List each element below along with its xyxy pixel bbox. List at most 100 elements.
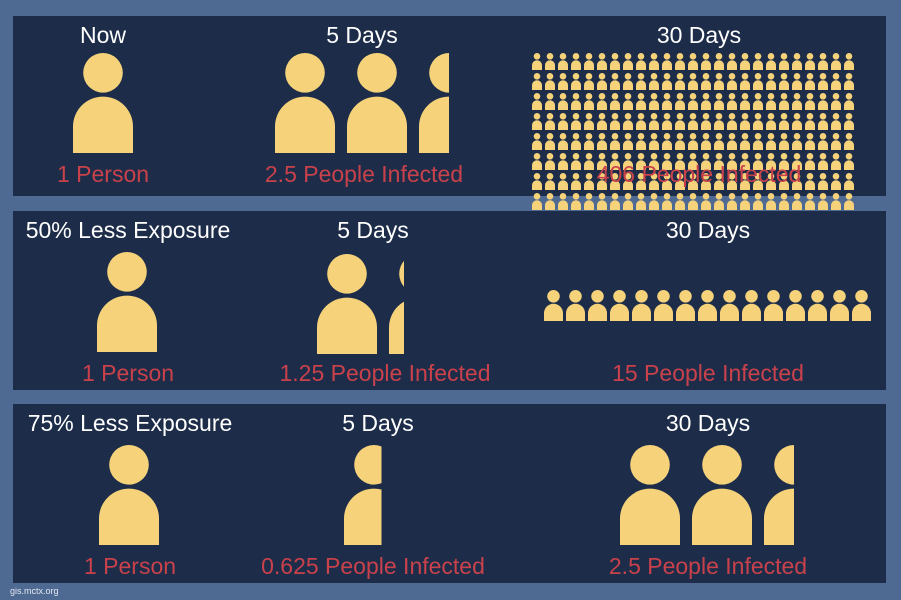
person-icon xyxy=(610,290,629,321)
person-icon xyxy=(831,113,841,130)
person-icon xyxy=(636,173,646,190)
person-icon xyxy=(597,93,607,110)
person-icon xyxy=(831,93,841,110)
person-icon xyxy=(764,290,783,321)
person-icon xyxy=(764,445,794,545)
person-icon xyxy=(844,193,854,210)
person-icon xyxy=(347,53,407,153)
person-icon xyxy=(532,173,542,190)
person-icon xyxy=(844,133,854,150)
person-icon xyxy=(532,133,542,150)
person-icon xyxy=(649,73,659,90)
person-icon xyxy=(831,73,841,90)
scenario-panel-baseline: Now 5 Days 30 Days 1 Person 2.5 People I… xyxy=(13,16,886,390)
person-icon xyxy=(727,93,737,110)
person-icon xyxy=(792,93,802,110)
person-icon xyxy=(532,73,542,90)
people-pictogram xyxy=(73,53,133,153)
person-icon xyxy=(597,53,607,70)
people-group-5-days xyxy=(275,53,479,153)
person-icon xyxy=(584,133,594,150)
person-icon xyxy=(753,93,763,110)
person-icon xyxy=(740,53,750,70)
people-group-now xyxy=(73,53,133,153)
person-icon xyxy=(727,133,737,150)
person-icon xyxy=(545,93,555,110)
person-icon xyxy=(766,133,776,150)
person-icon xyxy=(389,260,404,354)
person-icon xyxy=(545,113,555,130)
person-icon xyxy=(740,193,750,210)
person-icon xyxy=(720,290,739,321)
person-icon xyxy=(662,93,672,110)
person-icon xyxy=(753,173,763,190)
column-heading-now: Now xyxy=(79,22,127,48)
person-icon xyxy=(623,133,633,150)
column-caption-50-percent-less-exposure: 1 Person xyxy=(81,360,175,386)
people-pictogram xyxy=(344,445,382,545)
person-icon xyxy=(714,193,724,210)
people-group-5-days xyxy=(344,445,404,545)
person-icon xyxy=(571,113,581,130)
person-icon xyxy=(675,113,685,130)
person-icon xyxy=(818,93,828,110)
column-caption-30-days: 15 People Infected xyxy=(612,360,804,386)
person-icon xyxy=(558,53,568,70)
person-icon xyxy=(610,73,620,90)
person-icon xyxy=(571,193,581,210)
person-icon xyxy=(649,113,659,130)
person-icon xyxy=(675,133,685,150)
person-icon xyxy=(532,53,542,70)
person-icon xyxy=(753,73,763,90)
person-icon xyxy=(636,153,646,170)
person-icon xyxy=(727,113,737,130)
person-icon xyxy=(419,53,449,153)
person-icon xyxy=(675,173,685,190)
person-icon xyxy=(675,193,685,210)
person-icon xyxy=(766,53,776,70)
person-icon xyxy=(688,133,698,150)
person-icon xyxy=(675,73,685,90)
person-icon xyxy=(623,113,633,130)
person-icon xyxy=(662,53,672,70)
person-icon xyxy=(805,93,815,110)
person-icon xyxy=(620,445,680,545)
person-icon xyxy=(584,73,594,90)
person-icon xyxy=(844,53,854,70)
person-icon xyxy=(623,193,633,210)
person-icon xyxy=(742,290,761,321)
person-icon xyxy=(753,53,763,70)
person-icon xyxy=(753,133,763,150)
person-icon xyxy=(831,173,841,190)
person-icon xyxy=(675,93,685,110)
person-icon xyxy=(623,93,633,110)
person-icon xyxy=(558,153,568,170)
person-icon xyxy=(99,445,159,545)
person-icon xyxy=(831,133,841,150)
column-heading-30-days: 30 Days xyxy=(665,410,751,436)
people-group-30-days xyxy=(620,445,824,545)
person-icon xyxy=(818,133,828,150)
person-icon xyxy=(779,153,789,170)
scenario-panel-50-percent-less: 50% Less Exposure 5 Days 30 Days 1 Perso… xyxy=(13,211,886,390)
person-icon xyxy=(662,133,672,150)
person-icon xyxy=(714,133,724,150)
person-icon xyxy=(698,290,717,321)
person-icon xyxy=(571,173,581,190)
person-icon xyxy=(558,193,568,210)
person-icon xyxy=(792,193,802,210)
column-heading-30-days: 30 Days xyxy=(656,22,742,48)
person-icon xyxy=(818,73,828,90)
person-icon xyxy=(831,53,841,70)
person-icon xyxy=(558,93,568,110)
person-icon xyxy=(688,53,698,70)
person-icon xyxy=(766,173,776,190)
person-icon xyxy=(688,173,698,190)
person-icon xyxy=(688,153,698,170)
person-icon xyxy=(584,113,594,130)
person-icon xyxy=(636,133,646,150)
person-icon xyxy=(792,73,802,90)
person-icon xyxy=(714,173,724,190)
people-pictogram xyxy=(99,445,159,545)
person-icon xyxy=(610,173,620,190)
